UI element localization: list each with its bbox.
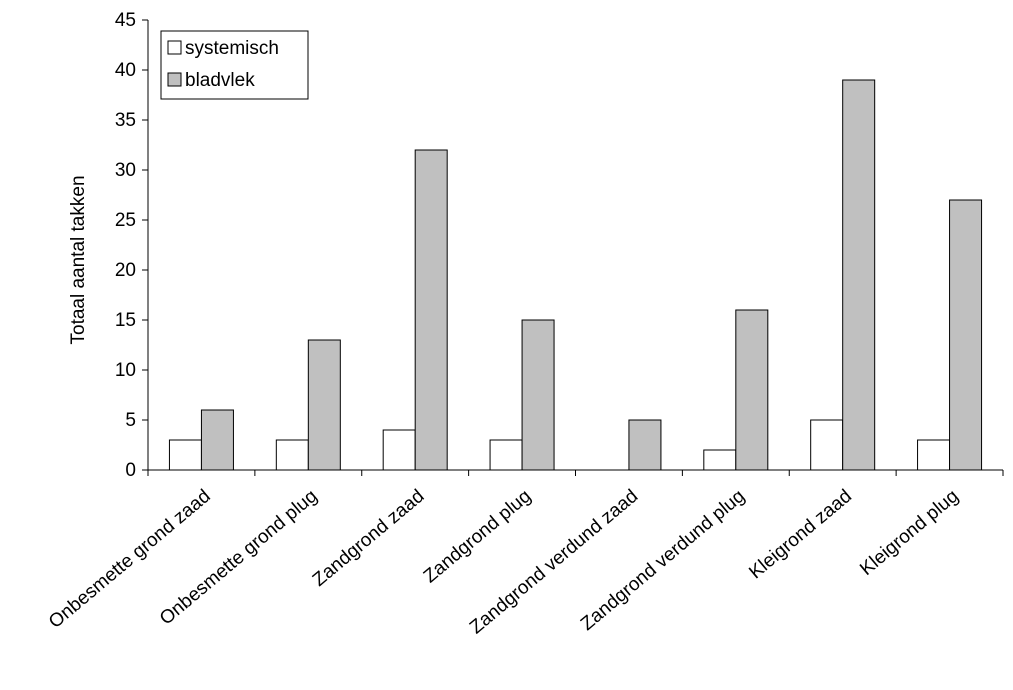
y-tick-label: 25 xyxy=(115,210,136,231)
legend-swatch xyxy=(167,40,182,55)
legend-label: bladvlek xyxy=(185,70,255,91)
bar-bladvlek xyxy=(842,79,876,471)
y-tick-label: 40 xyxy=(115,60,136,81)
bar-systemisch xyxy=(489,439,523,471)
y-tick-label: 0 xyxy=(125,460,136,481)
bar-bladvlek xyxy=(521,319,555,471)
y-axis-label: Totaal aantal takken xyxy=(68,175,89,344)
x-tick-label: Zandgrond verdund zaad xyxy=(466,486,642,639)
legend-box xyxy=(160,30,309,100)
y-tick-label: 30 xyxy=(115,160,136,181)
bar-bladvlek xyxy=(200,409,234,471)
y-axis: 0 5 10 15 20 25 30 35 40 45 xyxy=(115,10,149,481)
y-tick-label: 35 xyxy=(115,110,136,131)
legend-label: systemisch xyxy=(185,38,279,59)
bar-bladvlek xyxy=(949,199,983,471)
legend: systemisch bladvlek xyxy=(160,30,309,100)
bar-bladvlek xyxy=(628,419,662,471)
y-tick-label: 20 xyxy=(115,260,136,281)
bar-systemisch xyxy=(703,449,737,471)
legend-swatch xyxy=(167,72,182,87)
x-tick-label: Kleigrond plug xyxy=(856,486,963,580)
y-tick-label: 5 xyxy=(125,410,136,431)
bar-bladvlek xyxy=(307,339,341,471)
y-tick-label: 15 xyxy=(115,310,136,331)
x-tick-label: Kleigrond zaad xyxy=(745,486,856,584)
bar-systemisch xyxy=(168,439,202,471)
bar-systemisch xyxy=(810,419,844,471)
x-tick-label: Zandgrond zaad xyxy=(309,486,429,591)
bar-systemisch xyxy=(917,439,951,471)
bar-bladvlek xyxy=(735,309,769,471)
x-tick-label: Zandgrond plug xyxy=(420,486,535,588)
bar-systemisch xyxy=(382,429,416,471)
bar-bladvlek xyxy=(414,149,448,471)
y-tick-label: 10 xyxy=(115,360,136,381)
bars xyxy=(168,79,983,471)
bar-systemisch xyxy=(275,439,309,471)
y-tick-label: 45 xyxy=(115,10,136,31)
